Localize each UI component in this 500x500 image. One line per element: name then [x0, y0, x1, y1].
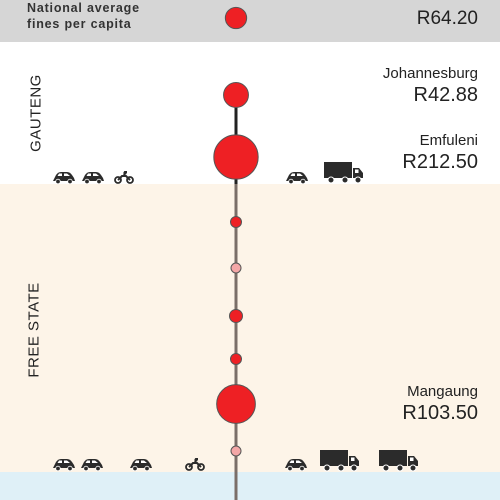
dot-johannesburg — [223, 82, 249, 108]
national-band — [0, 0, 500, 42]
national-label-line1: National average — [27, 1, 140, 15]
municipality-value: R103.50 — [402, 402, 478, 424]
national-average-value: R64.20 — [416, 8, 478, 29]
car-icon — [80, 457, 104, 476]
truck-icon — [323, 160, 365, 189]
dot-municipality-unlabeled — [230, 216, 242, 228]
car-icon — [129, 457, 153, 476]
dot-mangaung — [216, 384, 256, 424]
motorcycle-icon — [114, 170, 134, 189]
national-label-line2: fines per capita — [27, 17, 132, 31]
municipality-value: R212.50 — [402, 151, 478, 173]
next-region-band — [0, 472, 500, 500]
dot-municipality-unlabeled — [229, 309, 243, 323]
car-icon — [81, 170, 105, 189]
national-average-label: National average fines per capita — [27, 0, 177, 32]
free-state-band — [0, 184, 500, 472]
motorcycle-icon — [185, 457, 205, 476]
municipality-name: Emfuleni — [419, 132, 478, 149]
dot-municipality-unlabeled — [230, 445, 242, 457]
municipality-name: Mangaung — [407, 383, 478, 400]
truck-icon — [319, 448, 361, 477]
dot-emfuleni — [213, 134, 259, 180]
car-icon — [285, 170, 309, 189]
dot-municipality-unlabeled — [230, 353, 242, 365]
car-icon — [284, 457, 308, 476]
municipality-value: R42.88 — [413, 84, 479, 106]
car-icon — [52, 170, 76, 189]
municipality-emfuleni: Emfuleni R212.50 — [402, 132, 478, 174]
municipality-mangaung: Mangaung R103.50 — [402, 383, 478, 425]
municipality-name: Johannesburg — [382, 65, 478, 82]
truck-icon — [378, 448, 420, 477]
dot-municipality-unlabeled — [230, 262, 242, 274]
municipality-johannesburg: Johannesburg R42.88 — [383, 65, 478, 107]
car-icon — [52, 457, 76, 476]
dot-national-average — [224, 6, 248, 30]
